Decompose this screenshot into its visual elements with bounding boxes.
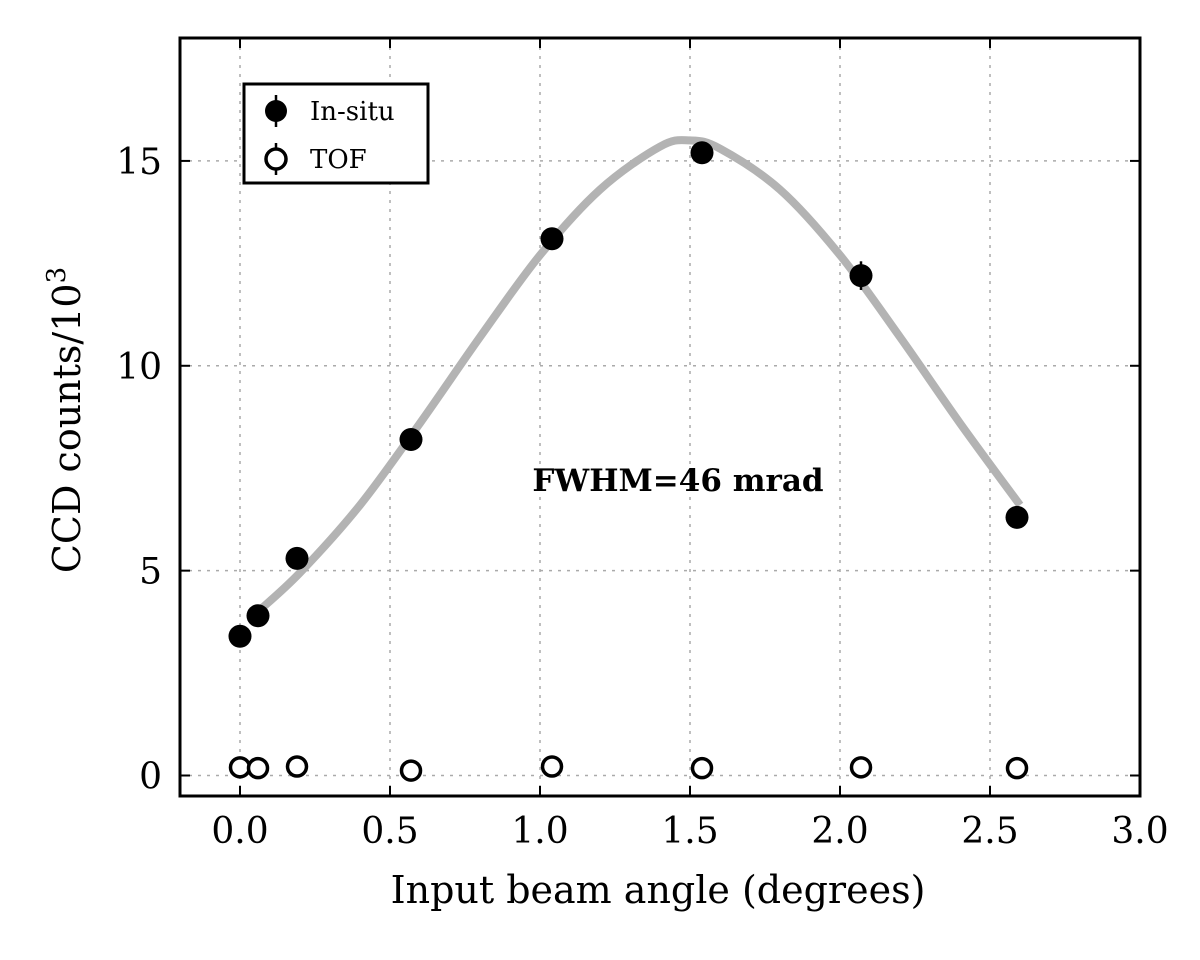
x-axis-label: Input beam angle (degrees)	[391, 868, 926, 912]
y-tick-label: 15	[116, 142, 162, 183]
point-tof	[285, 755, 309, 778]
legend-tof-label: TOF	[310, 145, 367, 175]
point-in-situ	[849, 264, 873, 288]
fit-curve-layer	[255, 136, 1024, 615]
x-tick-label: 3.0	[1111, 811, 1168, 852]
x-tick-label: 2.0	[811, 811, 868, 852]
x-tick-label: 0.5	[361, 811, 418, 852]
legend-in-situ-marker	[265, 100, 287, 122]
tick-labels: 0.0 0.5 1.0 1.5 2.0 2.5 3.0 0 5 10 15	[116, 142, 1168, 852]
point-in-situ	[1005, 505, 1029, 529]
point-tof	[540, 755, 564, 778]
x-tick-label: 0.0	[211, 811, 268, 852]
point-in-situ	[540, 227, 564, 251]
y-axis-label: CCD counts/103	[42, 267, 89, 573]
legend: In-situ TOF	[242, 82, 430, 185]
point-in-situ	[228, 624, 252, 648]
point-in-situ	[246, 604, 270, 628]
point-in-situ	[285, 546, 309, 570]
plot-frame	[178, 36, 1142, 798]
axis-ticks	[180, 38, 1141, 796]
x-tick-label: 1.0	[511, 811, 568, 852]
y-tick-label: 10	[116, 347, 162, 388]
point-tof	[690, 756, 714, 780]
legend-tof-marker	[264, 147, 288, 171]
point-in-situ	[399, 428, 423, 452]
fit-curve	[255, 136, 1024, 615]
y-axis-label-exponent: 3	[42, 267, 72, 284]
fwhm-annotation: FWHM=46 mrad	[532, 463, 823, 499]
y-axis-label-main: CCD counts/10	[45, 283, 89, 573]
x-tick-label: 1.5	[661, 811, 718, 852]
legend-in-situ-label: In-situ	[310, 97, 395, 127]
y-tick-label: 0	[139, 757, 162, 798]
x-tick-label: 2.5	[961, 811, 1018, 852]
grid	[180, 38, 1140, 796]
y-tick-label: 5	[139, 552, 162, 593]
point-in-situ	[690, 141, 714, 165]
point-tof	[1005, 756, 1029, 780]
point-tof	[399, 759, 423, 782]
point-tof	[849, 756, 873, 779]
point-tof	[246, 756, 270, 780]
point-tof	[228, 756, 252, 779]
data-points	[228, 141, 1029, 782]
